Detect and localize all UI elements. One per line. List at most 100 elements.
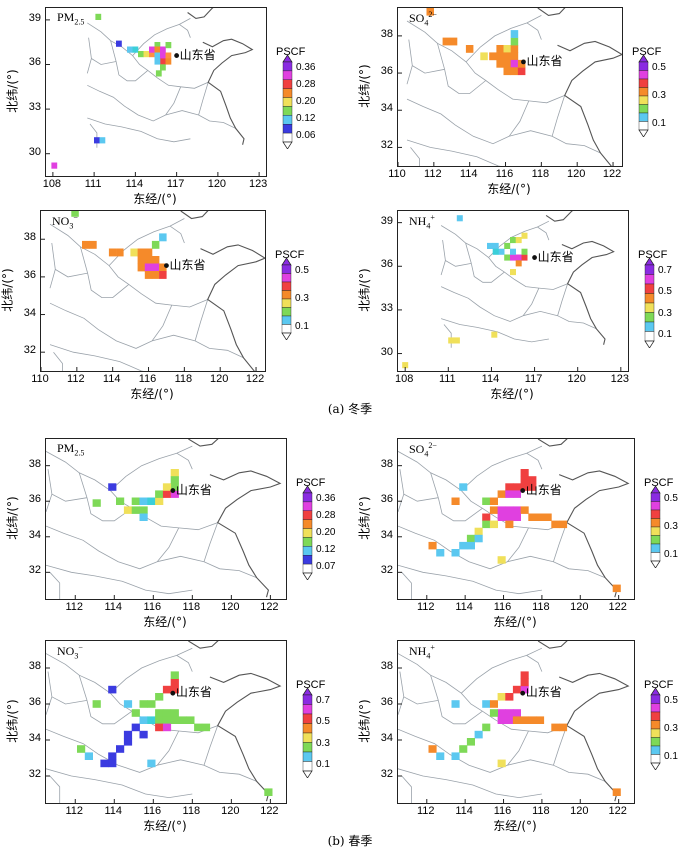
y-tick-label: 32 bbox=[23, 344, 36, 357]
colorbar-segment bbox=[638, 121, 649, 131]
map-frame bbox=[397, 210, 629, 372]
colorbar-top-arrow bbox=[282, 55, 293, 63]
colorbar-segment bbox=[638, 104, 649, 114]
province-boundary bbox=[87, 84, 166, 122]
x-tick-label: 122 bbox=[602, 168, 622, 180]
pscf-cell bbox=[528, 716, 537, 724]
y-axis-label: 北纬/(°) bbox=[357, 268, 372, 312]
province-boundary bbox=[482, 507, 567, 531]
pscf-cell bbox=[165, 58, 172, 65]
y-tick-label: 30 bbox=[380, 345, 393, 358]
pscf-cell bbox=[402, 362, 409, 369]
colorbar-segment bbox=[650, 501, 661, 511]
pscf-cell bbox=[497, 759, 506, 768]
x-tick-label: 120 bbox=[570, 805, 589, 817]
pscf-cell bbox=[170, 469, 179, 477]
x-tick-label: 116 bbox=[143, 805, 162, 817]
pscf-cell bbox=[139, 497, 148, 505]
colorbar-segment bbox=[281, 307, 292, 317]
province-boundary bbox=[553, 725, 568, 766]
pscf-cell bbox=[94, 137, 100, 144]
coastline bbox=[187, 8, 214, 19]
province-boundary bbox=[49, 223, 130, 285]
y-axis-label: 北纬/(°) bbox=[357, 496, 372, 540]
province-boundary bbox=[485, 80, 565, 104]
x-tick-label: 120 bbox=[207, 178, 227, 190]
province-boundary bbox=[132, 18, 191, 56]
colorbar-segment bbox=[650, 694, 661, 704]
colorbar-segment bbox=[281, 324, 292, 334]
colorbar-tick-label: 0.1 bbox=[295, 321, 309, 332]
coastline bbox=[209, 470, 282, 598]
pscf-cell bbox=[170, 685, 179, 694]
pscf-cell bbox=[162, 490, 172, 498]
colorbar-segment bbox=[650, 728, 661, 738]
y-tick-label: 32 bbox=[380, 564, 393, 577]
colorbar-segment bbox=[302, 492, 313, 503]
colorbar-segment bbox=[650, 526, 661, 536]
map-frame bbox=[45, 640, 287, 804]
province-boundary bbox=[89, 123, 98, 148]
pscf-cell bbox=[131, 723, 140, 732]
pscf-cell bbox=[130, 248, 138, 257]
pscf-cell bbox=[151, 256, 160, 264]
pscf-cell bbox=[505, 709, 514, 717]
province-boundary bbox=[86, 700, 133, 725]
province-boundary bbox=[49, 242, 56, 289]
pscf-cell bbox=[201, 723, 211, 732]
pscf-cell bbox=[482, 723, 491, 732]
pscf-cell bbox=[510, 59, 519, 68]
pscf-cell bbox=[459, 483, 468, 491]
x-tick-label: 117 bbox=[524, 373, 543, 385]
pscf-cell bbox=[155, 693, 164, 701]
pscf-cell bbox=[89, 240, 97, 249]
pscf-cell bbox=[139, 716, 148, 724]
colorbar-title: PSCF bbox=[638, 249, 668, 261]
colorbar-segment bbox=[302, 713, 313, 724]
pscf-cell bbox=[162, 723, 172, 732]
pscf-cell bbox=[497, 716, 506, 724]
y-tick-label: 38 bbox=[23, 231, 36, 244]
pscf-cell bbox=[505, 716, 514, 724]
y-tick-label: 38 bbox=[28, 660, 41, 672]
province-boundary bbox=[49, 344, 185, 371]
x-tick-label: 118 bbox=[182, 601, 201, 613]
colorbar-segment bbox=[282, 61, 293, 72]
y-tick-label: 33 bbox=[28, 101, 41, 114]
province-boundary bbox=[440, 225, 505, 273]
pscf-cell bbox=[108, 685, 117, 694]
colorbar-segment bbox=[650, 543, 661, 553]
x-tick-label: 118 bbox=[182, 805, 201, 817]
colorbar-segment bbox=[650, 720, 661, 730]
pscf-cell bbox=[459, 745, 468, 753]
colorbar-segment bbox=[638, 112, 649, 122]
shandong-label: 山东省 bbox=[175, 482, 212, 497]
x-tick-label: 111 bbox=[84, 178, 102, 190]
province-boundary bbox=[198, 82, 209, 116]
x-tick-label: 123 bbox=[248, 178, 268, 190]
pscf-cell bbox=[155, 723, 164, 732]
colorbar-top-arrow bbox=[650, 688, 661, 696]
pscf-cell bbox=[459, 541, 468, 550]
colorbar-tick-label: 0.1 bbox=[658, 329, 672, 340]
pscf-cell bbox=[123, 506, 133, 514]
province-boundary bbox=[49, 572, 61, 599]
colorbar-top-arrow bbox=[638, 55, 649, 63]
province-boundary bbox=[406, 98, 510, 145]
colorbar-tick-label: 0.1 bbox=[664, 549, 678, 560]
colorbar-bottom-arrow bbox=[302, 572, 313, 580]
colorbar-title: PSCF bbox=[644, 477, 674, 489]
pscf-cell bbox=[147, 759, 156, 768]
pscf-cell bbox=[510, 248, 516, 255]
species-title: NH4+ bbox=[409, 643, 435, 661]
coastline bbox=[180, 211, 209, 220]
pscf-cell bbox=[159, 263, 167, 272]
colorbar bbox=[302, 688, 313, 778]
province-boundary bbox=[461, 445, 543, 491]
y-tick-label: 36 bbox=[28, 493, 41, 506]
x-tick-label: 116 bbox=[493, 601, 512, 613]
pscf-cell bbox=[505, 513, 514, 521]
colorbar-tick-label: 0.5 bbox=[316, 716, 330, 728]
province-boundary bbox=[169, 225, 185, 244]
pscf-cell bbox=[512, 483, 521, 491]
